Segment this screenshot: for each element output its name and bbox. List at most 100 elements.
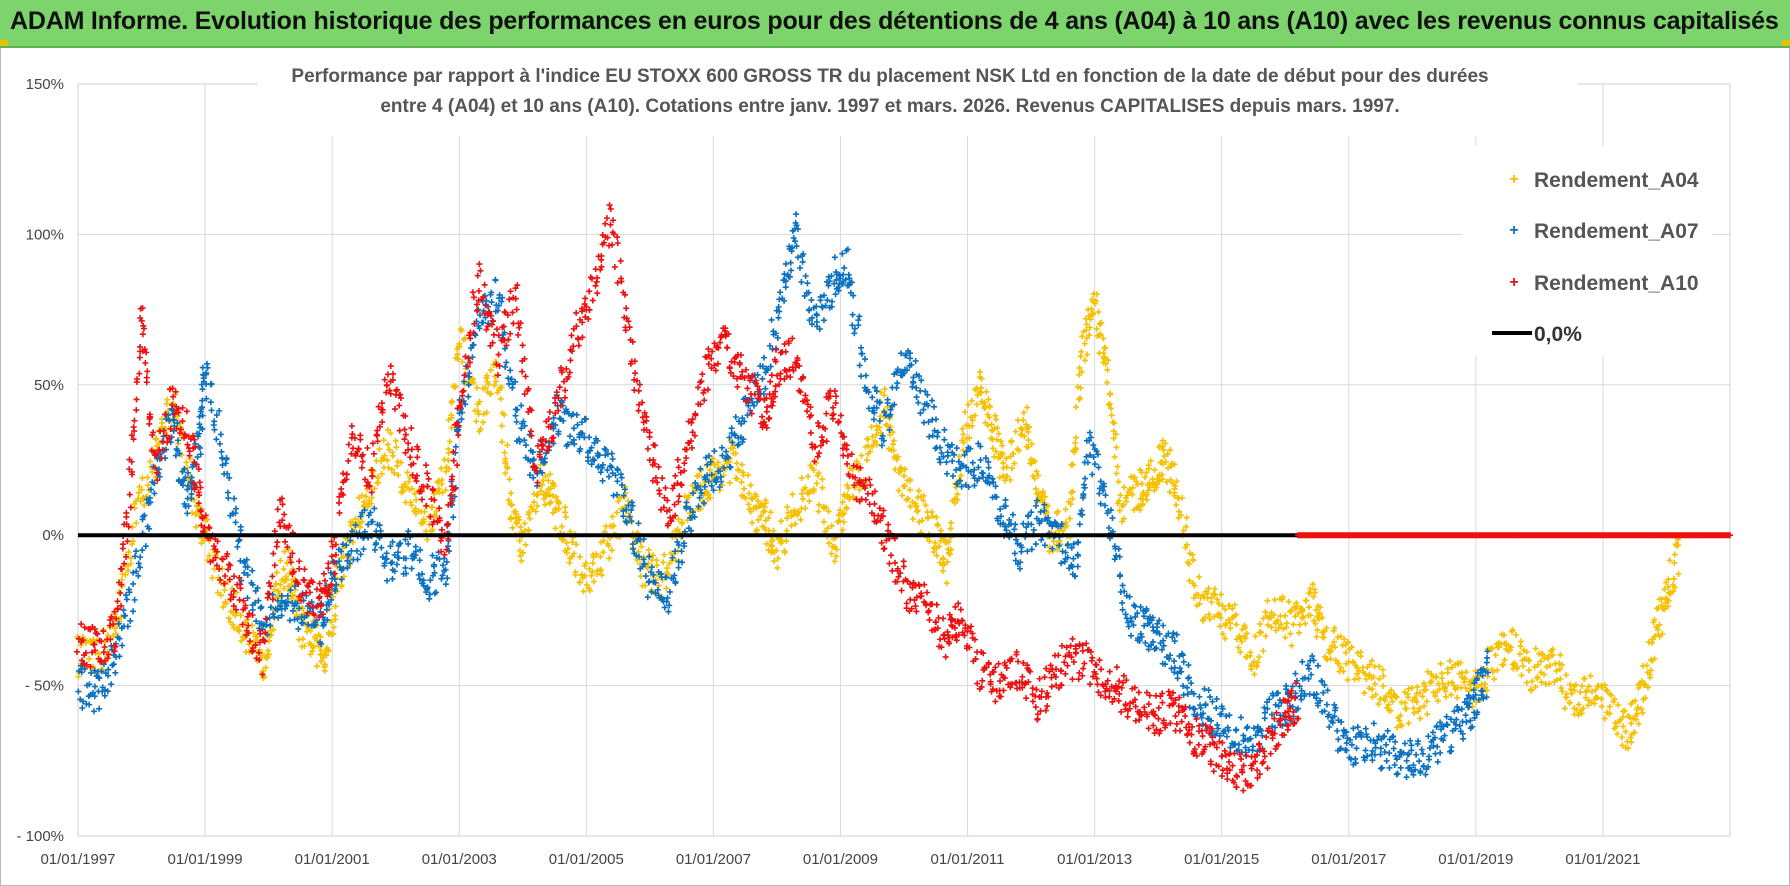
point-a04 <box>907 476 914 483</box>
point-a04 <box>466 380 473 387</box>
point-a04 <box>1153 479 1160 486</box>
point-a04 <box>1534 673 1541 680</box>
point-a07 <box>793 211 800 218</box>
point-a07 <box>408 565 415 572</box>
point-a07 <box>820 317 827 324</box>
point-a04 <box>1604 687 1611 694</box>
point-a04 <box>332 603 339 610</box>
point-a10 <box>387 363 394 370</box>
point-a04 <box>138 486 145 493</box>
point-a04 <box>1392 694 1399 701</box>
point-a04 <box>245 641 252 648</box>
point-a07 <box>131 596 138 603</box>
point-a10 <box>423 462 430 469</box>
point-a04 <box>1137 506 1144 513</box>
point-a04 <box>1376 663 1383 670</box>
point-a10 <box>505 336 512 343</box>
point-a04 <box>945 538 952 545</box>
point-a07 <box>675 564 682 571</box>
point-a10 <box>635 407 642 414</box>
point-a04 <box>1004 473 1011 480</box>
point-a04 <box>1538 679 1545 686</box>
point-a04 <box>277 581 284 588</box>
point-a04 <box>1117 492 1124 499</box>
point-a04 <box>1575 712 1582 719</box>
point-a07 <box>1186 674 1193 681</box>
point-a04 <box>1302 620 1309 627</box>
point-a04 <box>1587 672 1594 679</box>
point-a07 <box>1213 705 1220 712</box>
point-a07 <box>759 375 766 382</box>
point-a04 <box>1354 670 1361 677</box>
point-a07 <box>665 608 672 615</box>
point-a10 <box>933 601 940 608</box>
point-a07 <box>236 536 243 543</box>
point-a04 <box>1435 697 1442 704</box>
point-a10 <box>301 566 308 573</box>
point-a04 <box>774 564 781 571</box>
point-a10 <box>880 546 887 553</box>
point-a04 <box>734 466 741 473</box>
point-a04 <box>833 553 840 560</box>
point-a04 <box>1100 350 1107 357</box>
point-a10 <box>348 423 355 430</box>
point-a10 <box>672 472 679 479</box>
point-a04 <box>1062 519 1069 526</box>
point-a04 <box>504 442 511 449</box>
point-a04 <box>1222 606 1229 613</box>
point-a04 <box>122 571 129 578</box>
point-a07 <box>211 426 218 433</box>
point-a04 <box>890 447 897 454</box>
point-a07 <box>1011 526 1018 533</box>
point-a07 <box>884 396 891 403</box>
point-a04 <box>280 566 287 573</box>
point-a10 <box>336 509 343 516</box>
point-a07 <box>502 363 509 370</box>
point-a04 <box>487 390 494 397</box>
point-a07 <box>831 254 838 261</box>
point-a04 <box>1619 714 1626 721</box>
point-a04 <box>745 501 752 508</box>
point-a04 <box>1109 419 1116 426</box>
point-a04 <box>1205 585 1212 592</box>
point-a04 <box>999 450 1006 457</box>
point-a04 <box>1033 468 1040 475</box>
point-a04 <box>1462 685 1469 692</box>
point-a04 <box>1397 721 1404 728</box>
point-a04 <box>1147 457 1154 464</box>
point-a04 <box>1183 523 1190 530</box>
point-a04 <box>1260 647 1267 654</box>
point-a04 <box>1162 440 1169 447</box>
point-a04 <box>1283 620 1290 627</box>
point-a04 <box>1566 699 1573 706</box>
point-a04 <box>431 490 438 497</box>
point-a04 <box>581 572 588 579</box>
point-a04 <box>1131 474 1138 481</box>
point-a04 <box>1379 683 1386 690</box>
point-a04 <box>424 536 431 543</box>
point-a04 <box>1389 698 1396 705</box>
point-a04 <box>1083 321 1090 328</box>
point-a04 <box>1028 441 1035 448</box>
point-a04 <box>119 571 126 578</box>
point-a07 <box>139 547 146 554</box>
point-a04 <box>384 426 391 433</box>
point-a04 <box>1091 300 1098 307</box>
point-a04 <box>986 403 993 410</box>
point-a04 <box>454 355 461 362</box>
point-a07 <box>237 527 244 534</box>
point-a07 <box>1214 721 1221 728</box>
point-a04 <box>1309 581 1316 588</box>
point-a04 <box>459 358 466 365</box>
point-a10 <box>143 374 150 381</box>
point-a10 <box>767 378 774 385</box>
point-a07 <box>1261 715 1268 722</box>
point-a04 <box>985 396 992 403</box>
point-a04 <box>546 491 553 498</box>
point-a04 <box>1078 368 1085 375</box>
point-a04 <box>1216 610 1223 617</box>
point-a04 <box>1632 697 1639 704</box>
point-a10 <box>623 305 630 312</box>
point-a04 <box>487 367 494 374</box>
point-a04 <box>1172 483 1179 490</box>
